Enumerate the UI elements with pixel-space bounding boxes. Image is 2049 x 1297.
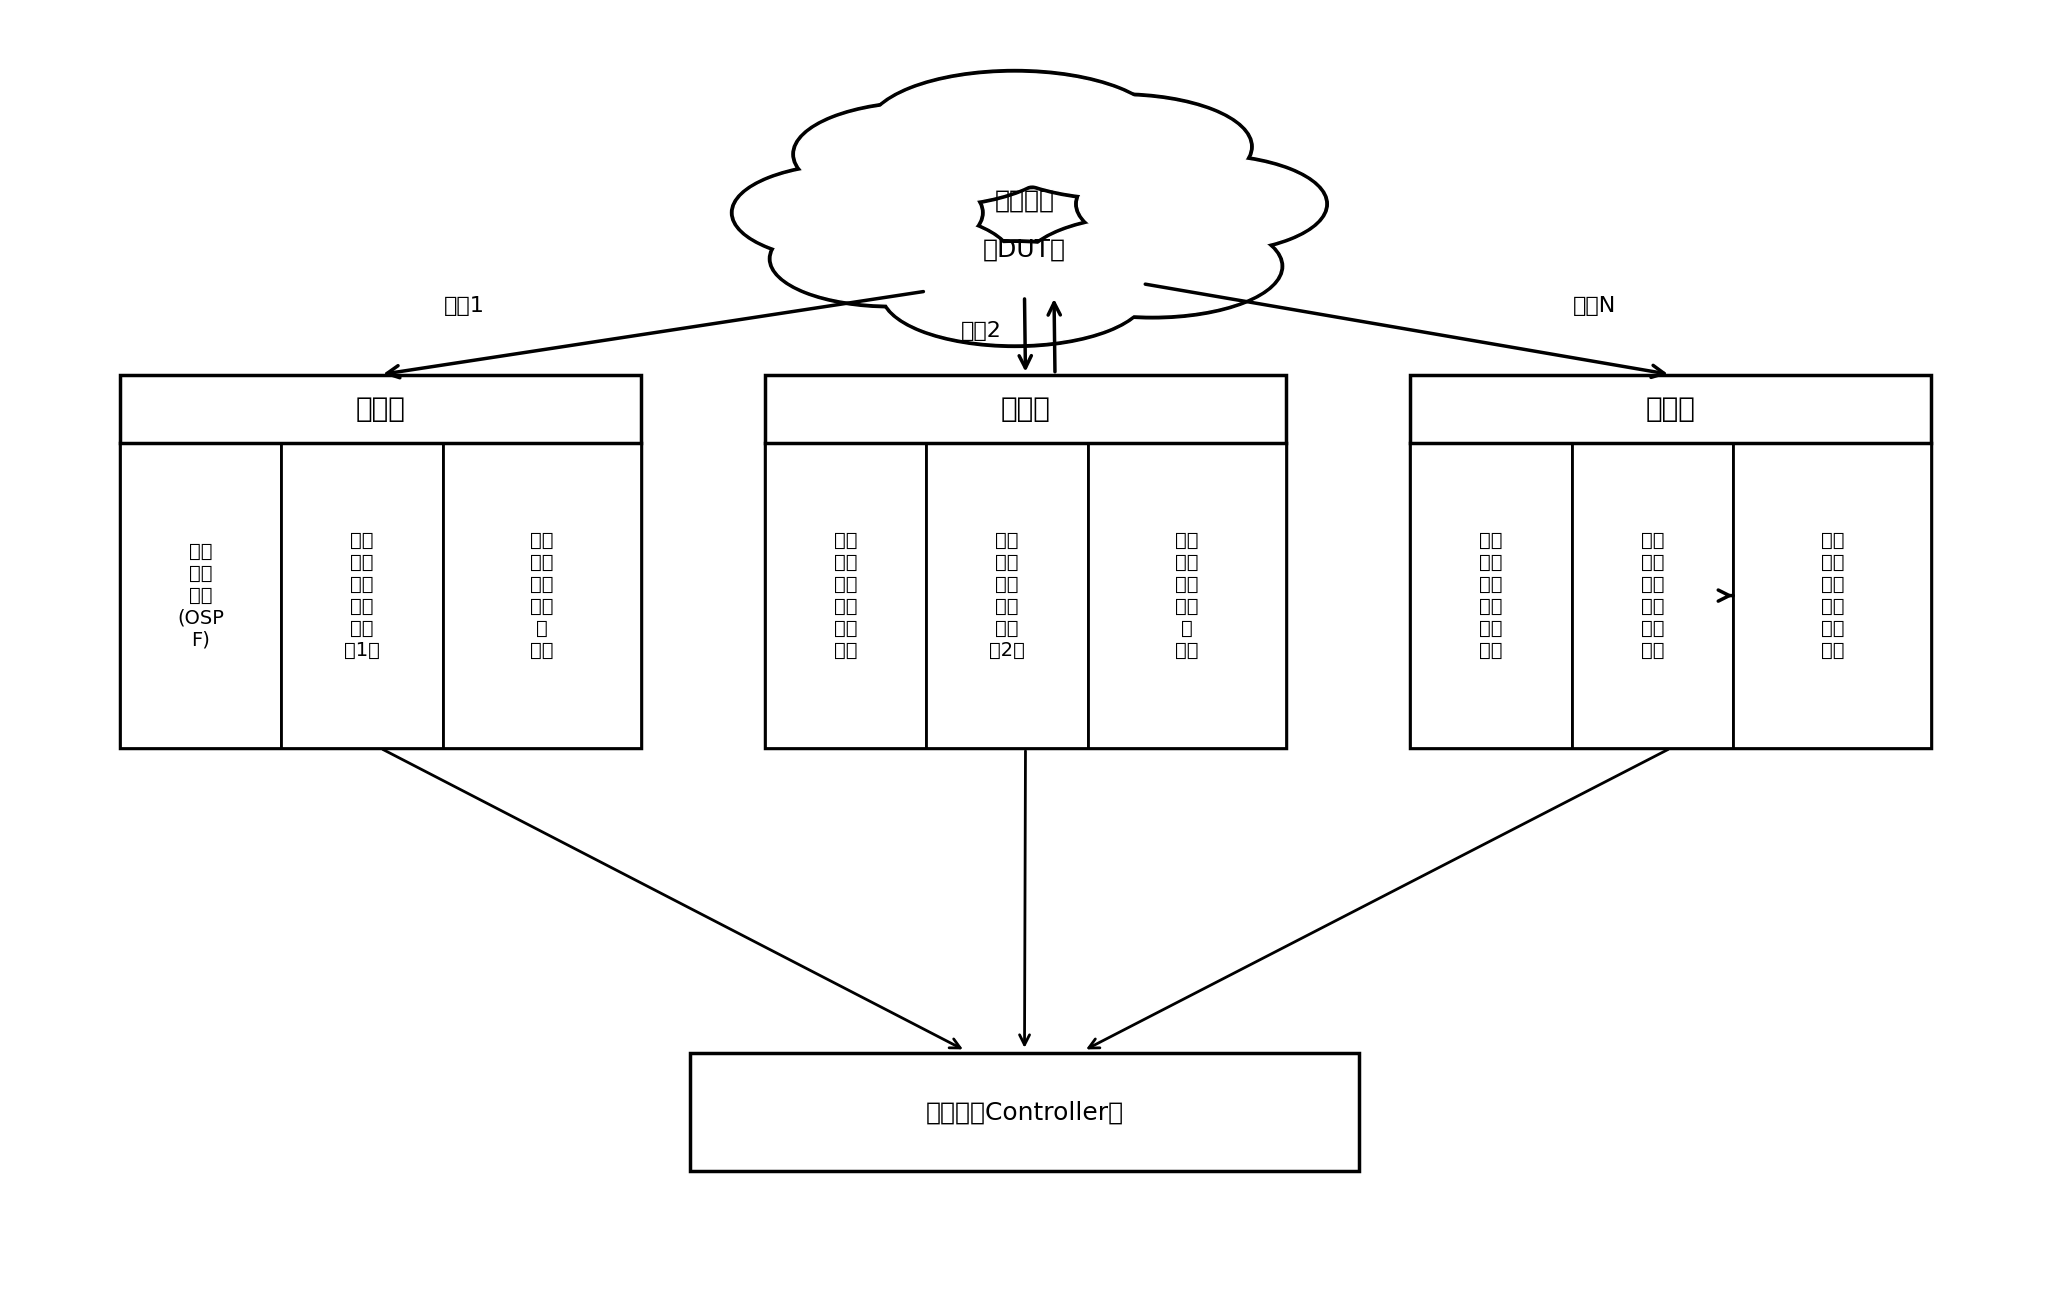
Text: 终端
模拟
线程
（加
密数
据）: 终端 模拟 线程 （加 密数 据） bbox=[1641, 530, 1664, 660]
Text: 线路N: 线路N bbox=[1574, 296, 1617, 316]
Text: 终端
模拟
线程
(OSP
F): 终端 模拟 线程 (OSP F) bbox=[176, 542, 223, 648]
Bar bbox=[926, 444, 1088, 748]
Text: 终端
模拟
线程
（客
户
端）: 终端 模拟 线程 （客 户 端） bbox=[531, 530, 553, 660]
Text: 终端
模拟
线程
（服
务
端）: 终端 模拟 线程 （服 务 端） bbox=[1176, 530, 1199, 660]
Bar bbox=[1410, 375, 1932, 748]
Bar bbox=[1733, 444, 1932, 748]
Ellipse shape bbox=[869, 74, 1160, 185]
Bar bbox=[119, 375, 641, 748]
Ellipse shape bbox=[885, 244, 1145, 344]
Bar bbox=[1410, 444, 1572, 748]
Ellipse shape bbox=[772, 214, 1010, 303]
Ellipse shape bbox=[731, 162, 984, 263]
Bar bbox=[443, 444, 641, 748]
Bar bbox=[119, 444, 281, 748]
Ellipse shape bbox=[791, 100, 1061, 208]
Bar bbox=[764, 444, 926, 748]
Ellipse shape bbox=[795, 104, 1057, 204]
Bar bbox=[764, 375, 1287, 748]
Text: 终端
模拟
线程
（互
联协
议）: 终端 模拟 线程 （互 联协 议） bbox=[834, 530, 856, 660]
Text: 终端
模拟
线程
（电
力规
约2）: 终端 模拟 线程 （电 力规 约2） bbox=[990, 530, 1024, 660]
Ellipse shape bbox=[986, 93, 1254, 201]
Text: 代理端: 代理端 bbox=[1000, 394, 1051, 423]
Text: 终端
模拟
线程
（互
联协
议）: 终端 模拟 线程 （互 联协 议） bbox=[1479, 530, 1502, 660]
Ellipse shape bbox=[1020, 214, 1283, 319]
Ellipse shape bbox=[1024, 218, 1281, 315]
Text: 代理端: 代理端 bbox=[354, 394, 406, 423]
Ellipse shape bbox=[865, 70, 1164, 189]
Text: 代理端: 代理端 bbox=[1645, 394, 1697, 423]
Ellipse shape bbox=[988, 97, 1250, 197]
Text: 主控端（Controller）: 主控端（Controller） bbox=[926, 1100, 1123, 1124]
Text: （DUT）: （DUT） bbox=[984, 239, 1065, 262]
Bar bbox=[281, 444, 443, 748]
Ellipse shape bbox=[1076, 153, 1328, 254]
Ellipse shape bbox=[734, 166, 979, 259]
Ellipse shape bbox=[881, 240, 1149, 348]
Text: 终端
模拟
线程
（特
殊数
据）: 终端 模拟 线程 （特 殊数 据） bbox=[1820, 530, 1844, 660]
Text: 线路1: 线路1 bbox=[443, 296, 484, 316]
Bar bbox=[1572, 444, 1733, 748]
Text: 线路2: 线路2 bbox=[961, 320, 1002, 341]
Text: 被测单元: 被测单元 bbox=[994, 188, 1055, 213]
Text: 终端
模拟
线程
（电
力规
约1）: 终端 模拟 线程 （电 力规 约1） bbox=[344, 530, 379, 660]
Bar bbox=[1088, 444, 1287, 748]
Ellipse shape bbox=[1078, 157, 1324, 250]
Ellipse shape bbox=[768, 210, 1012, 307]
Bar bbox=[691, 1053, 1358, 1171]
